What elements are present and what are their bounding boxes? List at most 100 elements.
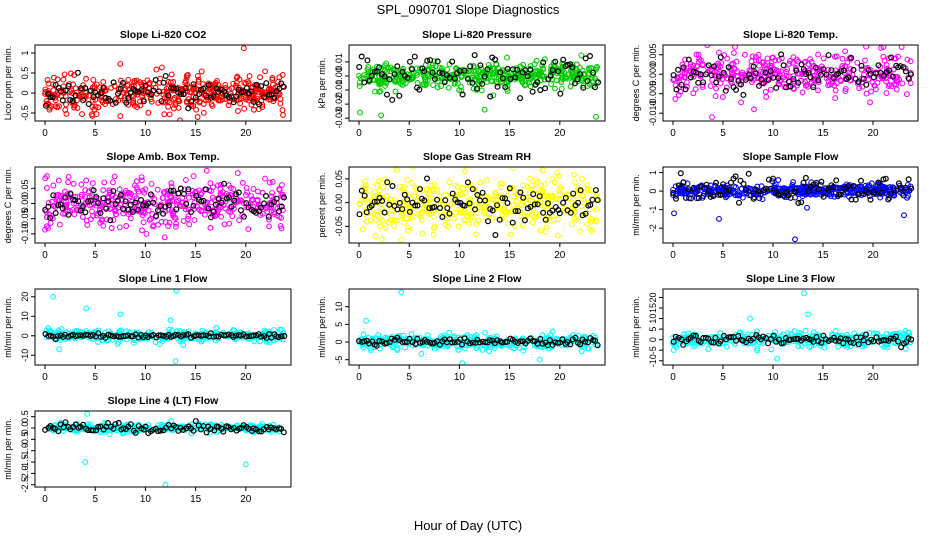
data-point	[489, 196, 496, 203]
x-tick-label: 10	[140, 372, 152, 383]
outlier-point	[378, 112, 385, 119]
reference-point	[723, 187, 730, 194]
data-point	[155, 221, 162, 228]
data-point	[392, 77, 399, 84]
reference-point	[188, 334, 195, 341]
reference-point	[200, 332, 207, 339]
data-point	[523, 194, 530, 201]
data-point	[578, 52, 585, 59]
x-tick-label: 15	[504, 128, 516, 139]
y-axis-label: ml/min per min.	[317, 296, 327, 358]
reference-point	[670, 190, 677, 197]
x-tick-label: 0	[42, 494, 48, 505]
reference-point	[697, 183, 704, 190]
data-point	[55, 177, 62, 184]
y-tick-label: 0.01	[334, 53, 344, 71]
data-point	[520, 213, 527, 220]
reference-point	[556, 210, 563, 217]
data-point	[883, 62, 890, 69]
reference-point	[678, 336, 685, 343]
panel-title: Slope Line 4 (LT) Flow	[108, 395, 219, 407]
data-point	[796, 185, 803, 192]
reference-point	[364, 57, 371, 64]
reference-point	[489, 207, 496, 214]
reference-point	[765, 76, 772, 83]
data-point	[192, 189, 199, 196]
data-point	[507, 231, 514, 238]
data-point	[116, 224, 123, 231]
data-point	[62, 210, 69, 217]
data-point	[545, 192, 552, 199]
reference-point	[705, 62, 712, 69]
data-point	[125, 189, 132, 196]
reference-point	[907, 71, 914, 78]
data-point	[593, 78, 600, 85]
data-point	[465, 182, 472, 189]
reference-point	[173, 206, 180, 213]
reference-point	[486, 337, 493, 344]
reference-point	[494, 202, 501, 209]
panel-title: Slope Gas Stream RH	[423, 151, 531, 163]
reference-point	[412, 202, 419, 209]
data-point	[842, 48, 849, 55]
data-point	[392, 88, 399, 95]
reference-point	[802, 174, 809, 181]
y-tick-label: -0.03	[334, 108, 344, 129]
reference-point	[512, 208, 519, 215]
data-point	[539, 62, 546, 69]
reference-point	[484, 66, 491, 73]
reference-point	[80, 97, 87, 104]
data-point	[793, 56, 800, 63]
data-point	[259, 101, 266, 108]
y-tick-label: -0.02	[334, 94, 344, 115]
reference-point	[534, 79, 541, 86]
reference-point	[240, 213, 247, 220]
data-point	[83, 177, 90, 184]
reference-point	[180, 332, 187, 339]
data-point	[856, 37, 861, 42]
reference-point	[717, 54, 724, 61]
data-point	[712, 93, 719, 100]
reference-point	[587, 201, 594, 208]
data-point	[382, 82, 389, 89]
reference-point	[720, 181, 727, 188]
data-point	[587, 215, 594, 222]
reference-point	[117, 192, 124, 199]
reference-point	[275, 334, 282, 341]
outlier-point	[588, 228, 595, 235]
reference-point	[411, 53, 418, 60]
data-point	[533, 180, 540, 187]
data-point	[246, 73, 253, 80]
data-point	[541, 76, 548, 83]
data-point	[194, 73, 201, 79]
panel-5: Slope Gas Stream RH0 5 10 15 20-0.050.000.05…	[317, 151, 606, 261]
data-point	[470, 64, 477, 71]
reference-point	[278, 333, 285, 340]
outlier-point	[84, 411, 91, 417]
data-point	[891, 55, 898, 62]
data-point	[375, 331, 382, 338]
reference-point	[466, 200, 473, 207]
data-point	[455, 75, 461, 82]
reference-point	[67, 191, 74, 198]
data-point	[807, 56, 814, 63]
reference-point	[205, 205, 212, 212]
data-point	[408, 215, 415, 221]
reference-point	[389, 96, 396, 103]
reference-point	[442, 197, 449, 204]
reference-point	[265, 213, 272, 220]
reference-point	[65, 82, 72, 89]
outlier-point	[357, 109, 363, 116]
reference-point	[156, 88, 163, 95]
data-point	[131, 193, 138, 200]
data-point	[574, 216, 581, 223]
data-point	[371, 210, 377, 217]
reference-point	[471, 52, 478, 59]
data-point	[74, 105, 81, 111]
data-point	[251, 338, 258, 345]
reference-point	[45, 203, 52, 210]
reference-point	[119, 79, 126, 86]
data-point	[201, 211, 208, 218]
data-point	[399, 78, 406, 84]
reference-point	[540, 59, 547, 66]
